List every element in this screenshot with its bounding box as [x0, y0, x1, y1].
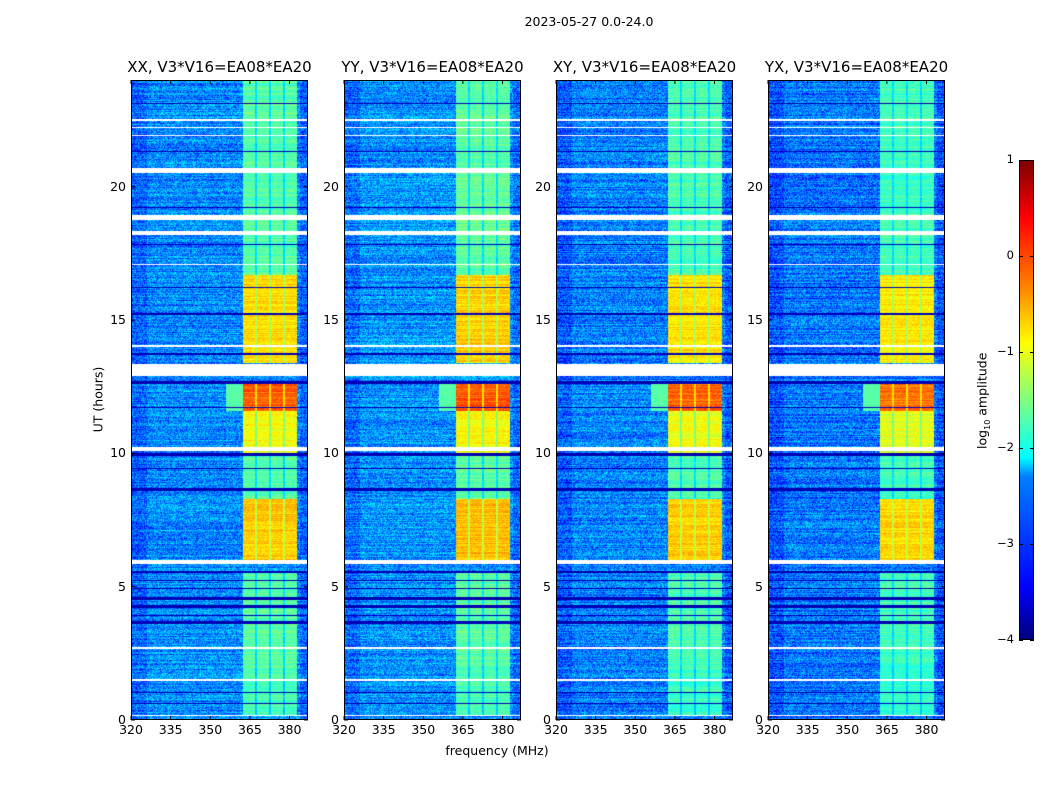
y-tick-label: 10 [747, 445, 763, 461]
y-tick-label: 20 [747, 178, 763, 194]
y-tick-label: 10 [110, 445, 126, 461]
colorbar-tick-label: −4 [997, 632, 1014, 646]
x-tick-label: 320 [119, 722, 143, 737]
x-tick-label: 380 [277, 722, 302, 737]
y-tick-label: 15 [747, 312, 763, 327]
panel-title-xy: XY, V3*V16=EA08*EA20 [552, 58, 737, 76]
x-tick-label: 350 [411, 722, 436, 737]
heatmap-xx [131, 80, 308, 720]
colorbar-tick-mark [1019, 639, 1023, 641]
colorbar-tick-mark [1030, 159, 1034, 161]
y-tick-label: 15 [323, 312, 339, 327]
colorbar-tick-mark [1019, 447, 1023, 449]
y-tick-label: 0 [118, 712, 126, 727]
panel-title-xx: XX, V3*V16=EA08*EA20 [127, 58, 312, 76]
x-axis-label: frequency (MHz) [445, 743, 549, 758]
x-tick-label: 335 [795, 722, 820, 737]
colorbar-tick-mark [1030, 639, 1034, 641]
x-tick-label: 335 [371, 722, 396, 737]
panel-yy: YY, V3*V16=EA08*EA20 320 335 350 365 380 0 5 10… [323, 58, 524, 737]
colorbar-tick-mark [1019, 351, 1023, 353]
colorbar-tick-mark [1030, 255, 1034, 257]
axes-border [344, 80, 521, 720]
y-tick-label: 5 [118, 578, 126, 594]
y-tick-label: 10 [323, 445, 339, 461]
panel-xy: XY, V3*V16=EA08*EA20 320 335 350 365 380 0 5 10… [535, 58, 736, 737]
panel-title-yx: YX, V3*V16=EA08*EA20 [764, 58, 949, 76]
y-tick-label: 15 [535, 312, 551, 327]
y-tick-label: 20 [323, 178, 339, 194]
y-tick-label: 0 [755, 712, 763, 727]
y-axis-label: UT (hours) [90, 366, 106, 433]
axes-border [556, 80, 733, 720]
x-tick-label: 350 [835, 722, 860, 737]
x-tick-label: 320 [332, 722, 356, 737]
x-tick-label: 380 [490, 722, 515, 737]
axes-border [131, 80, 308, 720]
y-tick-label: 5 [543, 578, 551, 594]
x-tick-label: 365 [874, 722, 899, 737]
y-tick-label: 20 [535, 178, 551, 194]
colorbar-label-subscript: 10 [982, 419, 992, 430]
colorbar-tick-label: −2 [997, 440, 1014, 454]
y-tick-label: 20 [110, 178, 126, 194]
colorbar-tick-mark [1030, 447, 1034, 449]
x-tick-label: 320 [756, 722, 780, 737]
x-tick-label: 380 [914, 722, 939, 737]
panel-xx: XX, V3*V16=EA08*EA20 320 335 350 365 380 0 5 10… [110, 58, 312, 737]
heatmap-yy [344, 80, 521, 720]
x-tick-label: 380 [702, 722, 727, 737]
colorbar-label-rest: amplitude [974, 352, 990, 420]
axes-frame [343, 80, 521, 721]
y-tick-label: 0 [331, 712, 339, 727]
colorbar-tick-mark [1019, 543, 1023, 545]
x-tick-label: 350 [198, 722, 223, 737]
x-tick-label: 335 [158, 722, 183, 737]
y-tick-label: 5 [755, 578, 763, 594]
figure-title: 2023-05-27 0.0-24.0 [524, 14, 654, 29]
x-tick-label: 365 [237, 722, 262, 737]
heatmap-yx [768, 80, 945, 720]
x-tick-label: 365 [450, 722, 475, 737]
x-tick-label: 365 [662, 722, 687, 737]
panel-title-yy: YY, V3*V16=EA08*EA20 [341, 58, 524, 76]
heatmap-xy [556, 80, 733, 720]
x-tick-label: 350 [623, 722, 648, 737]
y-tick-label: 15 [110, 312, 126, 327]
axes-frame [767, 80, 945, 721]
axes-frame [555, 80, 733, 721]
y-tick-label: 5 [331, 578, 339, 594]
x-tick-label: 320 [544, 722, 568, 737]
y-tick-label: 10 [535, 445, 551, 461]
colorbar-tick-mark [1019, 255, 1023, 257]
colorbar-tick-mark [1030, 543, 1034, 545]
axes-border [768, 80, 945, 720]
colorbar-tick-mark [1030, 351, 1034, 353]
y-tick-label: 0 [543, 712, 551, 727]
colorbar-tick-mark [1019, 159, 1023, 161]
colorbar [1019, 160, 1034, 640]
colorbar-tick-label: −1 [997, 344, 1014, 358]
colorbar-tick-label: 0 [1006, 248, 1014, 262]
colorbar-tick-label: −3 [997, 536, 1014, 550]
colorbar-tick-label: 1 [1006, 152, 1014, 166]
x-tick-label: 335 [583, 722, 608, 737]
panel-yx: YX, V3*V16=EA08*EA20 320 335 350 365 380 0 5 10… [747, 58, 948, 737]
axes-frame [130, 80, 308, 721]
